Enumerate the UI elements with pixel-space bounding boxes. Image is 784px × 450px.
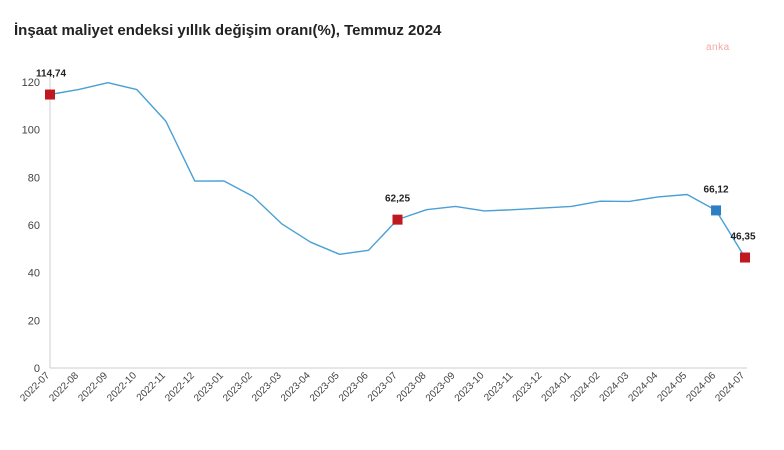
x-tick-label: 2023-05 (308, 370, 342, 404)
y-tick-label: 20 (28, 315, 40, 327)
x-tick-label: 2023-11 (482, 370, 516, 404)
x-tick-label: 2022-11 (135, 370, 169, 404)
series-line (49, 81, 746, 258)
x-tick-label: 2023-10 (453, 370, 487, 404)
y-tick-label: 40 (28, 268, 40, 280)
x-axis: 2022-072022-082022-092022-102022-112022-… (18, 367, 747, 404)
x-tick-label: 2024-03 (598, 370, 632, 404)
x-tick-label: 2022-10 (105, 370, 139, 404)
x-tick-label: 2024-04 (627, 370, 661, 404)
data-marker (392, 214, 403, 225)
markers-layer: 114,74 62,25 66,12 46,35 (36, 69, 756, 263)
x-tick-label: 2024-07 (713, 370, 747, 404)
chart-title: İnşaat maliyet endeksi yıllık değişim or… (14, 22, 442, 39)
data-marker (711, 205, 722, 216)
x-tick-label: 2023-03 (250, 370, 284, 404)
x-tick-label: 2024-06 (684, 370, 718, 404)
x-tick-label: 2023-02 (221, 370, 255, 404)
x-tick-label: 2022-12 (163, 370, 197, 404)
y-tick-label: 0 (34, 363, 40, 375)
y-tick-label: 100 (22, 125, 40, 137)
data-label: 66,12 (704, 184, 729, 195)
data-marker (45, 89, 55, 100)
data-label: 114,74 (36, 69, 66, 80)
x-tick-label: 2023-06 (337, 370, 371, 404)
x-tick-label: 2023-04 (279, 370, 313, 404)
x-tick-label: 2023-08 (395, 370, 429, 404)
data-label: 62,25 (385, 194, 410, 205)
series-layer (49, 81, 746, 258)
data-marker (740, 252, 750, 263)
x-tick-label: 2024-02 (569, 370, 603, 404)
x-tick-label: 2023-01 (192, 370, 226, 404)
y-tick-label: 80 (28, 172, 40, 184)
x-tick-label: 2022-09 (76, 370, 110, 404)
watermark-logo: anka (706, 42, 730, 53)
x-tick-label: 2022-08 (47, 370, 81, 404)
y-tick-label: 60 (28, 220, 40, 232)
data-label: 46,35 (730, 232, 755, 243)
x-tick-label: 2022-07 (18, 370, 52, 404)
y-axis: 0 20 40 60 80 100 120 (22, 72, 51, 375)
x-tick-label: 2024-01 (540, 370, 574, 404)
x-tick-label: 2023-09 (424, 370, 458, 404)
x-tick-label: 2023-12 (511, 370, 545, 404)
x-tick-label: 2024-05 (655, 370, 689, 404)
y-tick-label: 120 (22, 77, 40, 89)
x-tick-label: 2023-07 (366, 370, 400, 404)
